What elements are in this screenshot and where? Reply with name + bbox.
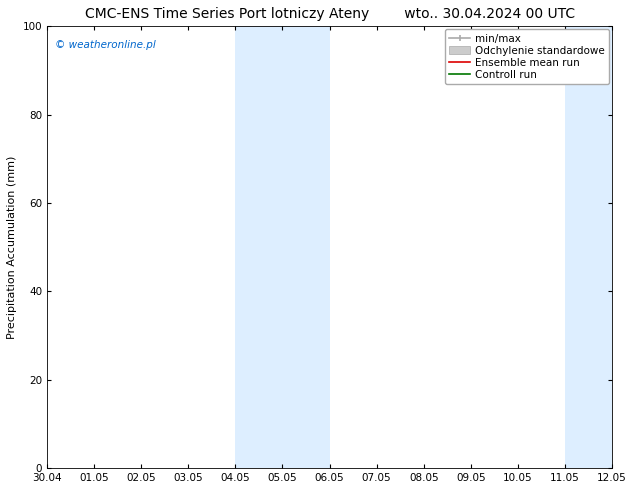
Legend: min/max, Odchylenie standardowe, Ensemble mean run, Controll run: min/max, Odchylenie standardowe, Ensembl…: [445, 29, 609, 84]
Y-axis label: Precipitation Accumulation (mm): Precipitation Accumulation (mm): [7, 155, 17, 339]
Text: © weatheronline.pl: © weatheronline.pl: [55, 40, 156, 49]
Bar: [565, 26, 634, 468]
Bar: [235, 26, 330, 468]
Title: CMC-ENS Time Series Port lotniczy Ateny        wto.. 30.04.2024 00 UTC: CMC-ENS Time Series Port lotniczy Ateny …: [84, 7, 574, 21]
